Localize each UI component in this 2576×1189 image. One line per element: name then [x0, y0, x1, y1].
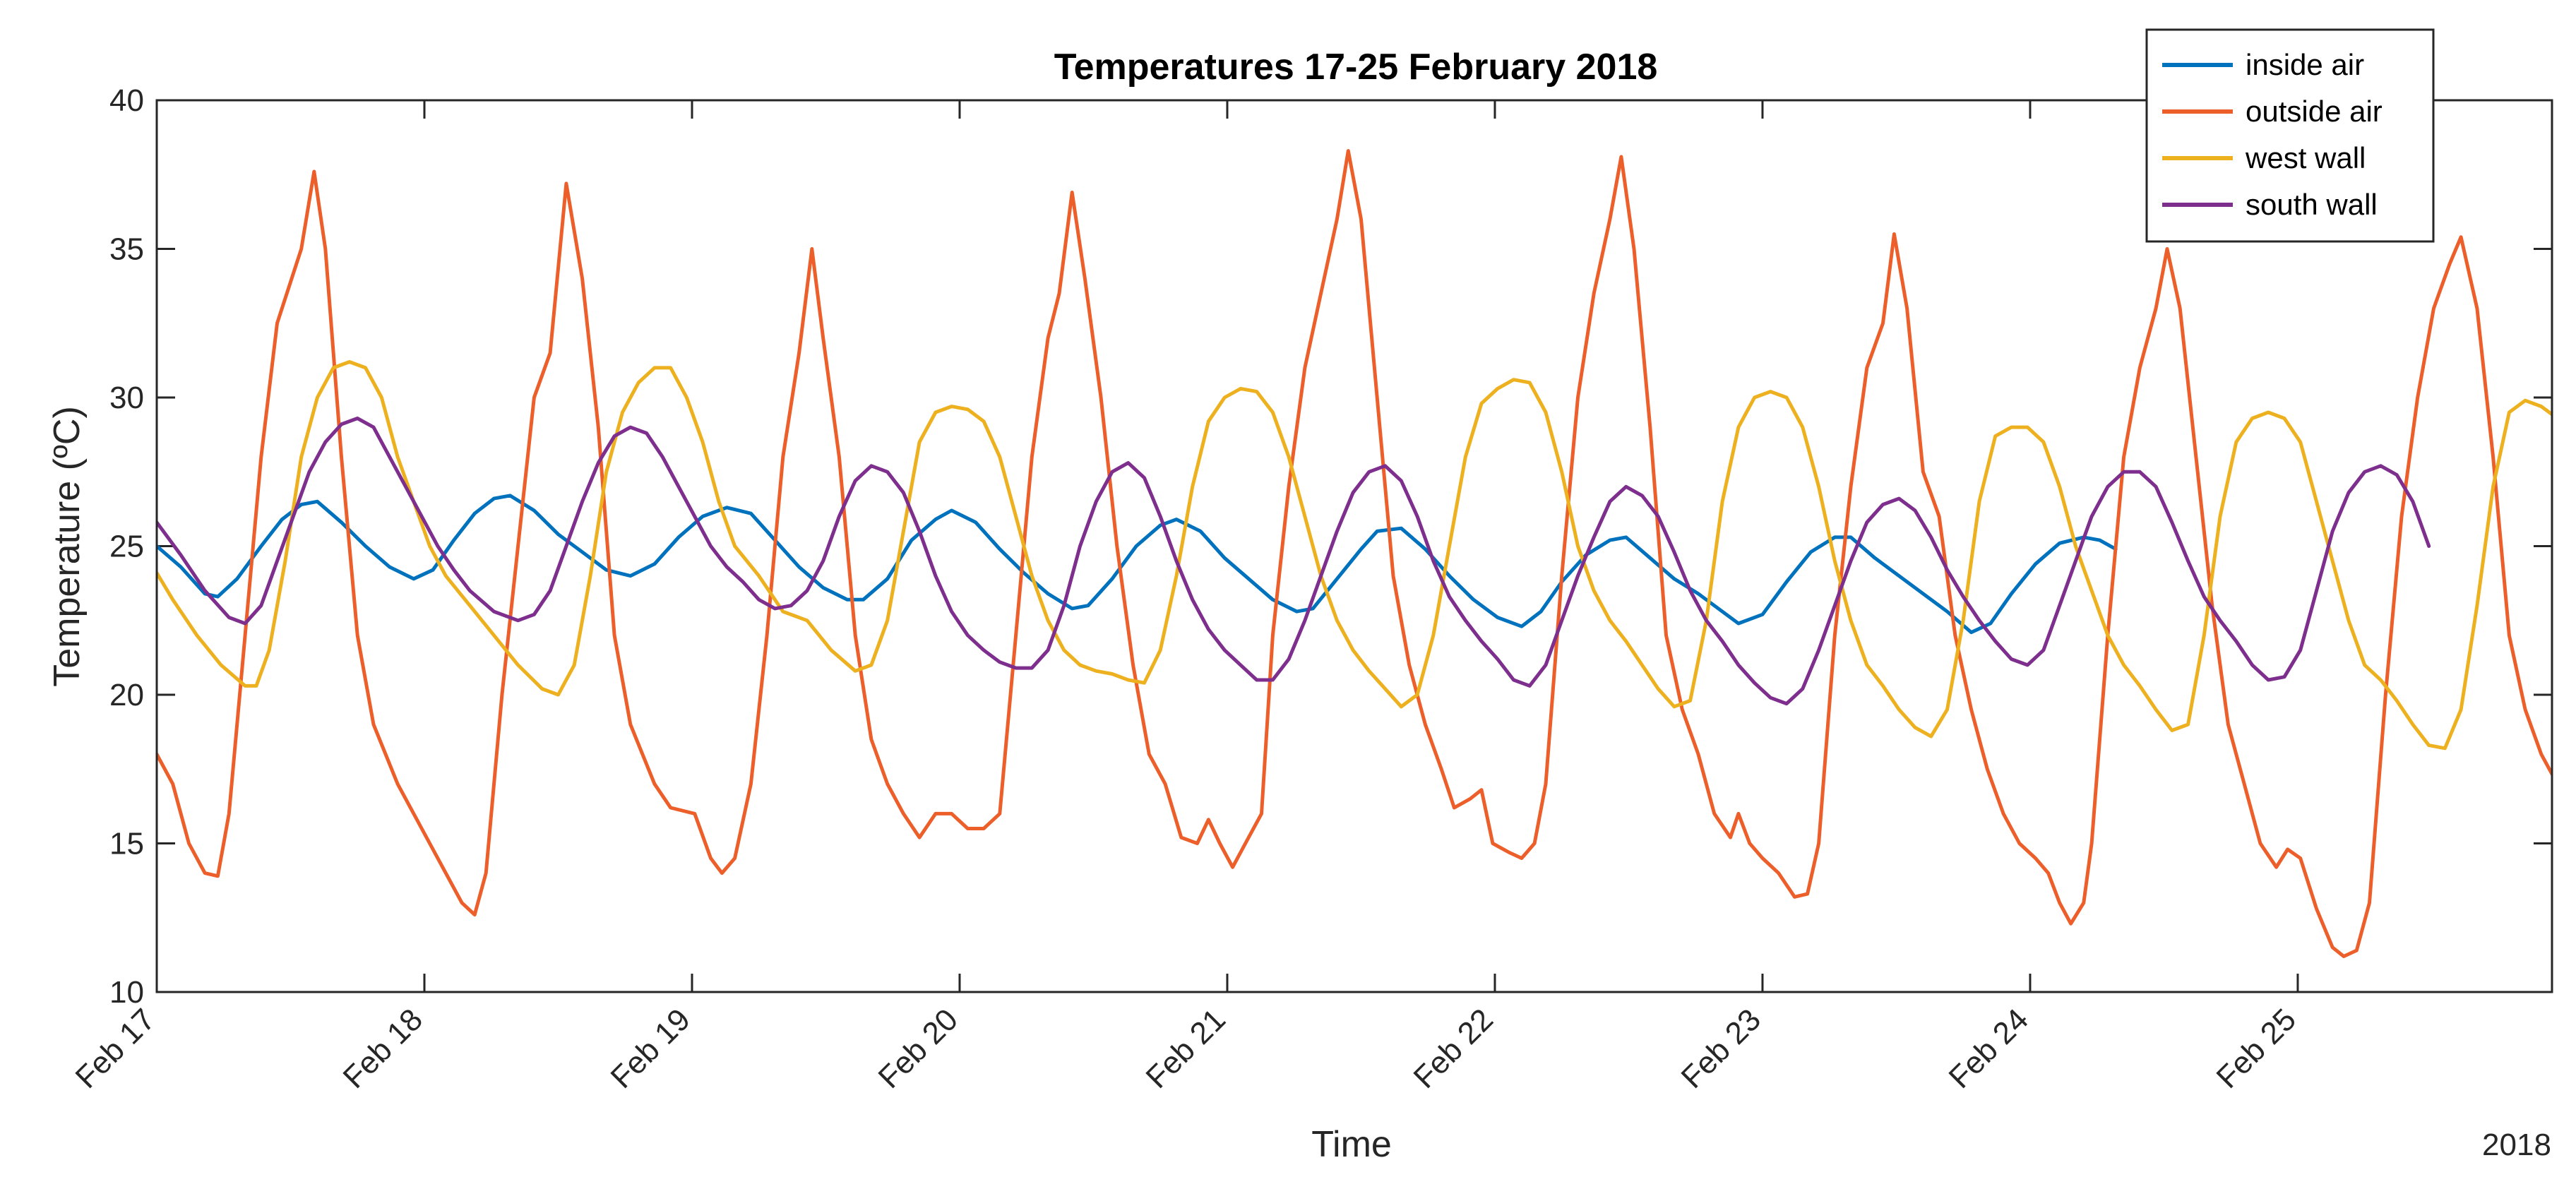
x-axis-year-label: 2018: [2482, 1128, 2551, 1162]
x-axis-label: Time: [1311, 1124, 1392, 1165]
y-tick-label: 10: [109, 975, 144, 1010]
legend-label-west-wall: west wall: [2245, 141, 2366, 174]
y-tick-labels: 10 15 20 25 30 35 40: [109, 83, 144, 1010]
legend-entry-outside-air: outside air: [2162, 95, 2383, 128]
y-tick-label: 30: [109, 381, 144, 415]
y-tick-label: 25: [109, 530, 144, 564]
series-lines: [157, 149, 2552, 958]
legend-label-south-wall: south wall: [2246, 188, 2378, 221]
y-tick-label: 20: [109, 678, 144, 712]
y-tick-label: 40: [109, 83, 144, 118]
plot-frame: [155, 99, 2553, 993]
legend-label-inside-air: inside air: [2246, 48, 2364, 81]
chart-title: Temperatures 17-25 February 2018: [1054, 47, 1658, 88]
legend-label-outside-air: outside air: [2246, 95, 2383, 128]
legend-entry-inside-air: inside air: [2162, 48, 2364, 81]
series-line-inside-air: [157, 494, 2118, 635]
series-line-outside-air: [157, 149, 2552, 958]
legend-entry-west-wall: west wall: [2162, 141, 2366, 174]
y-tick-label: 35: [109, 232, 144, 267]
legend-entry-south-wall: south wall: [2162, 188, 2378, 221]
legend: inside air outside air west wall south wall: [2145, 28, 2435, 243]
y-axis-label: Temperature (ºC): [47, 406, 88, 687]
series-line-south-wall: [157, 417, 2431, 706]
plot-area: [157, 100, 2552, 992]
y-tick-label: 15: [109, 827, 144, 861]
series-line-west-wall: [157, 360, 2552, 751]
